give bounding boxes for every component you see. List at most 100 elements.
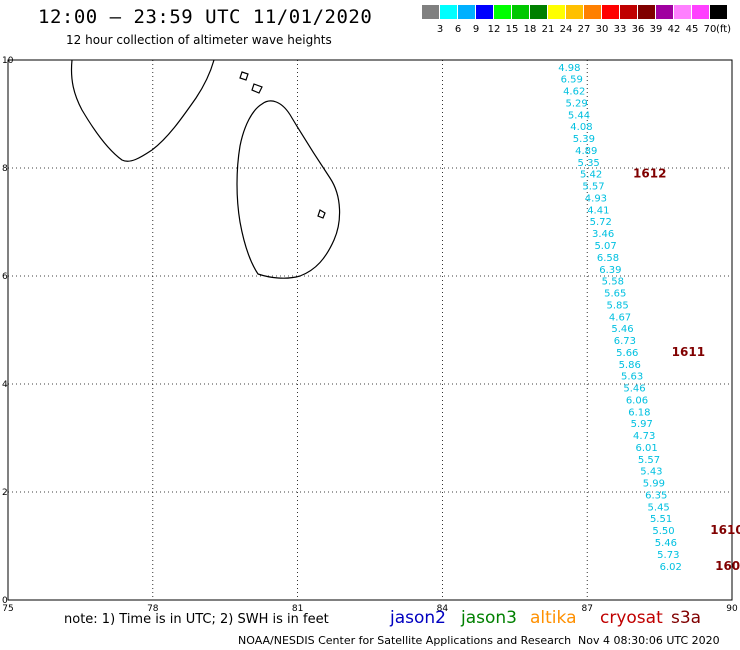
swh-label: 6.18	[628, 407, 650, 418]
legend-swatch	[440, 5, 457, 19]
legend-label: 70	[703, 24, 717, 35]
axis-labels: 75 78 81 84 87 90 0 2 4 6 8 10	[2, 56, 738, 614]
satellite-label: cryosat	[600, 608, 663, 628]
legend-swatch	[710, 5, 727, 19]
legend-swatch	[674, 5, 691, 19]
swh-label: 5.29	[565, 98, 587, 109]
page-subtitle: 12 hour collection of altimeter wave hei…	[66, 33, 332, 47]
legend-swatch	[494, 5, 511, 19]
legend-label: 36	[631, 24, 645, 35]
y-tick-label: 4	[2, 380, 8, 390]
legend-swatch	[692, 5, 709, 19]
island-3	[317, 209, 326, 219]
legend-label: 45	[685, 24, 699, 35]
legend-label: 33	[613, 24, 627, 35]
swh-label: 4.08	[570, 122, 592, 133]
legend-swatch	[602, 5, 619, 19]
swh-label: 5.46	[623, 384, 645, 395]
legend-swatch	[548, 5, 565, 19]
satellite-label: jason3	[461, 608, 517, 628]
swh-label: 5.42	[580, 170, 602, 181]
coastline	[70, 59, 341, 279]
y-tick-label: 10	[2, 56, 14, 66]
swh-label: 4.41	[587, 205, 609, 216]
swh-label: 3.46	[592, 229, 614, 240]
swh-label: 5.35	[578, 158, 600, 169]
swh-label: 6.35	[645, 490, 667, 501]
y-tick-label: 6	[2, 272, 8, 282]
x-tick-label: 78	[147, 604, 159, 614]
y-tick-label: 0	[2, 596, 8, 606]
swh-label: 5.65	[604, 289, 626, 300]
timestamp: Nov 4 08:30:06 UTC 2020	[578, 634, 720, 647]
swh-label: 6.58	[597, 253, 619, 264]
swh-label: 4.73	[633, 431, 655, 442]
sri-lanka-coastline	[236, 100, 341, 279]
legend-label: 6	[454, 24, 462, 35]
swh-label: 5.85	[607, 300, 629, 311]
legend-swatch	[458, 5, 475, 19]
swh-label: 5.44	[568, 110, 590, 121]
legend-label: 9	[472, 24, 480, 35]
swh-label: 6.06	[626, 395, 648, 406]
map-grid	[7, 59, 733, 601]
pass-number-label: 1611	[672, 345, 705, 359]
x-tick-label: 87	[581, 604, 592, 614]
swh-label: 4.62	[563, 87, 585, 98]
legend-label: 42	[667, 24, 681, 35]
swh-label: 5.51	[650, 514, 672, 525]
y-tick-label: 8	[2, 164, 8, 174]
legend-label: 39	[649, 24, 663, 35]
swh-label: 6.59	[561, 75, 583, 86]
x-tick-label: 81	[292, 604, 303, 614]
swh-label: 5.43	[640, 467, 662, 478]
altimeter-track: 4.986.594.625.295.444.085.394.895.355.42…	[558, 63, 740, 573]
swh-label: 6.73	[614, 336, 636, 347]
swh-label: 4.98	[558, 63, 580, 74]
legend-swatch	[620, 5, 637, 19]
pass-number-label: 1610	[710, 523, 740, 537]
swh-label: 5.46	[655, 538, 677, 549]
island-1	[239, 71, 249, 81]
swh-label: 5.07	[594, 241, 616, 252]
satellite-label: s3a	[671, 608, 702, 628]
page-title: 12:00 — 23:59 UTC 11/01/2020	[38, 6, 373, 28]
swh-label: 4.89	[575, 146, 597, 157]
footer-note: note: 1) Time is in UTC; 2) SWH is in fe…	[64, 612, 329, 627]
swh-label: 5.66	[616, 348, 638, 359]
swh-label: 5.45	[648, 502, 670, 513]
swh-label: 6.39	[599, 265, 621, 276]
swh-label: 5.73	[657, 550, 679, 561]
map-frame	[7, 59, 733, 601]
swh-label: 5.99	[643, 479, 665, 490]
legend-label: 27	[577, 24, 591, 35]
legend-label: 15	[505, 24, 519, 35]
swh-label: 5.97	[631, 419, 653, 430]
legend-swatch	[512, 5, 529, 19]
legend-swatch	[584, 5, 601, 19]
swh-label: 5.63	[621, 372, 643, 383]
swh-label: 4.93	[585, 193, 607, 204]
swh-label: 5.58	[602, 277, 624, 288]
legend-swatch	[476, 5, 493, 19]
satellite-label: jason2	[390, 608, 446, 628]
satellite-label: altika	[530, 608, 577, 628]
legend-swatch	[638, 5, 655, 19]
credit-line: NOAA/NESDIS Center for Satellite Applica…	[238, 634, 572, 647]
island-2	[251, 83, 263, 94]
legend-swatch	[656, 5, 673, 19]
swh-label: 6.01	[635, 443, 657, 454]
swh-label: 5.50	[652, 526, 674, 537]
x-tick-label: 75	[2, 604, 13, 614]
legend-label: 30	[595, 24, 609, 35]
legend-swatch	[530, 5, 547, 19]
legend-label: 24	[559, 24, 573, 35]
legend-label: 18	[523, 24, 537, 35]
swh-label: 5.57	[638, 455, 660, 466]
legend-unit: (ft)	[716, 24, 732, 35]
pass-number-label: 1609	[715, 559, 740, 573]
swh-label: 6.02	[660, 562, 682, 573]
swh-label: 5.86	[619, 360, 641, 371]
swh-label: 5.46	[611, 324, 633, 335]
